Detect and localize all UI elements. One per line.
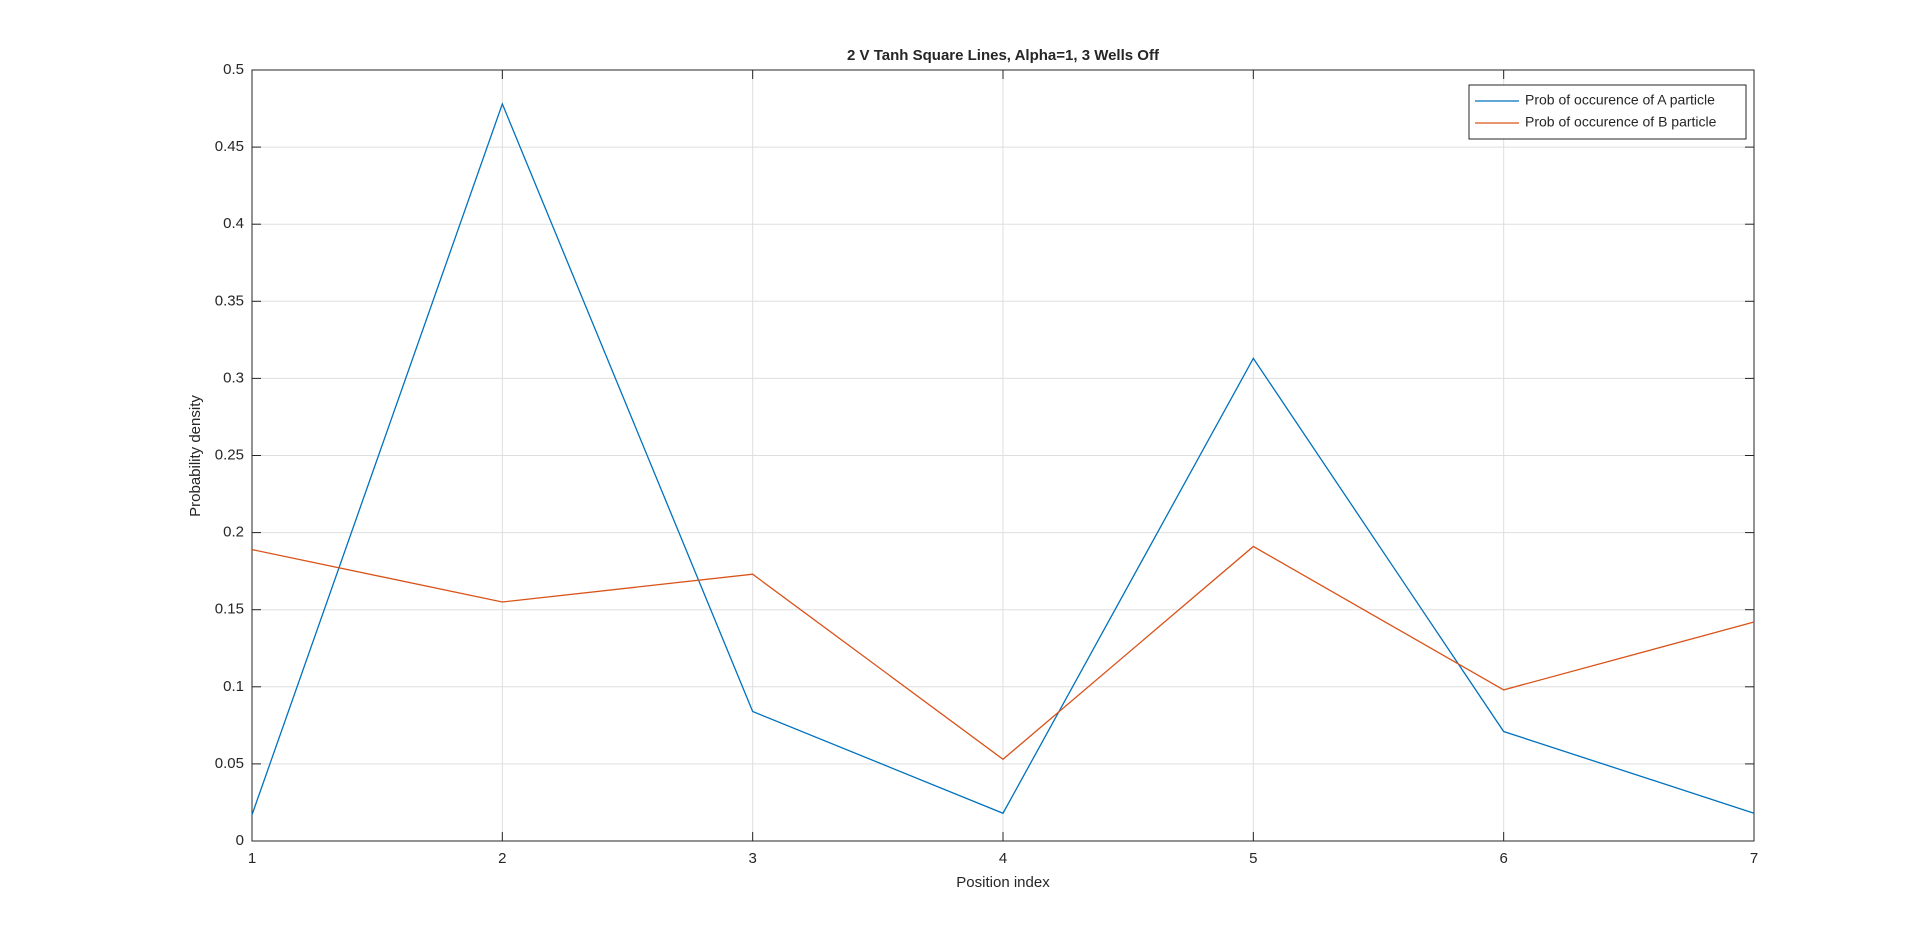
x-tick-label: 2: [498, 850, 506, 867]
y-tick-label: 0.4: [223, 215, 244, 232]
y-tick-label: 0.2: [223, 524, 244, 541]
x-tick-label: 7: [1750, 850, 1758, 867]
x-tick-label: 4: [999, 850, 1007, 867]
y-tick-label: 0.15: [215, 601, 244, 618]
y-tick-label: 0.5: [223, 61, 244, 78]
x-tick-label: 1: [248, 850, 256, 867]
series-line: [251, 102, 1755, 816]
y-tick-label: 0.35: [215, 292, 244, 309]
legend-box: [1468, 84, 1747, 140]
x-tick-label: 5: [1249, 850, 1257, 867]
y-tick-label: 0: [236, 832, 244, 849]
axes-box: [251, 69, 1755, 842]
y-tick-label: 0.25: [215, 446, 244, 463]
x-tick-label: 3: [748, 850, 756, 867]
x-tick-label: 6: [1499, 850, 1507, 867]
y-tick-label: 0.05: [215, 755, 244, 772]
y-axis-label: Probability density: [187, 395, 204, 517]
x-axis-label: Position index: [956, 874, 1050, 891]
legend-label: Prob of occurence of B particle: [1525, 114, 1717, 130]
legend-label: Prob of occurence of A particle: [1525, 92, 1715, 108]
chart-title: 2 V Tanh Square Lines, Alpha=1, 3 Wells …: [847, 47, 1160, 64]
y-tick-label: 0.1: [223, 678, 244, 695]
y-tick-label: 0.45: [215, 138, 244, 155]
series-line: [251, 545, 1755, 761]
y-tick-label: 0.3: [223, 369, 244, 386]
